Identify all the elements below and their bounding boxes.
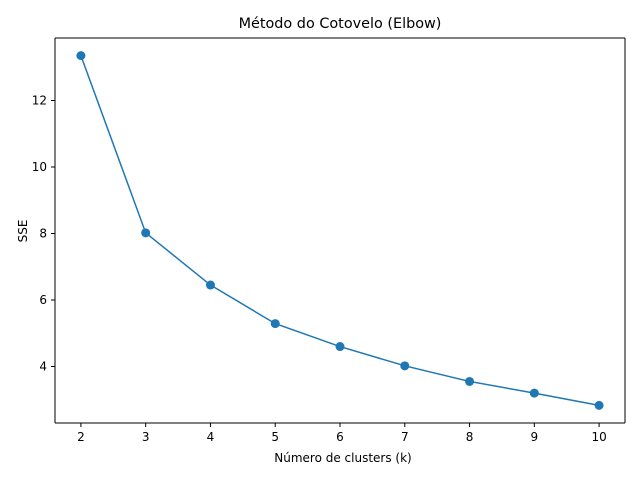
x-tick-label: 2 [77,430,85,444]
chart-title: Método do Cotovelo (Elbow) [239,16,442,32]
x-tick-label: 4 [207,430,215,444]
y-tick-label: 4 [39,359,47,373]
data-point [400,361,410,371]
data-point [335,342,345,352]
y-tick-label: 6 [39,293,47,307]
data-point [141,228,151,238]
plot-frame [54,37,626,424]
y-tick-label: 10 [32,160,47,174]
data-point [594,400,604,410]
series-group [76,51,604,410]
x-tick-label: 5 [271,430,279,444]
x-tick-label: 7 [401,430,409,444]
x-tick-label: 8 [466,430,474,444]
axis-ticks: 2 3 4 5 6 7 8 9 10 4 6 8 10 12 [32,94,607,444]
data-point [270,319,280,329]
x-axis-label: Número de clusters (k) [274,451,411,465]
y-tick-label: 8 [39,226,47,240]
data-point [465,376,475,386]
x-tick-label: 6 [336,430,344,444]
x-tick-label: 10 [591,430,606,444]
plot-area [55,38,625,423]
y-axis-label: SSE [16,220,30,243]
data-point [76,51,86,61]
data-point [529,388,539,398]
y-tick-label: 12 [32,94,47,108]
x-tick-label: 9 [530,430,538,444]
x-tick-label: 3 [142,430,150,444]
data-point [205,280,215,290]
